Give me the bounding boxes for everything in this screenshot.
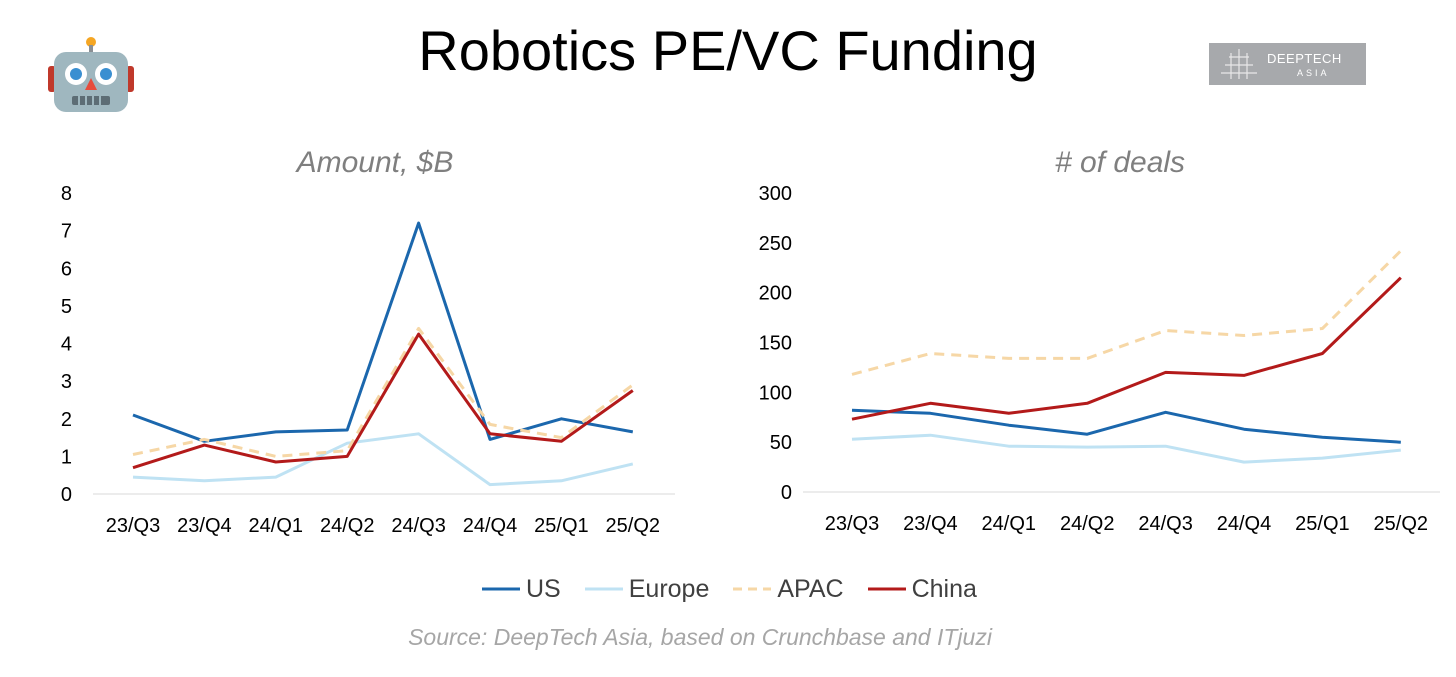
x-tick-label: 24/Q4 [463,515,517,537]
x-tick-label: 24/Q3 [1138,513,1192,535]
x-tick-label: 24/Q3 [391,515,445,537]
series-line-apac [132,326,634,458]
x-tick-label: 25/Q1 [1295,513,1349,535]
series-line-us [851,408,1401,444]
legend-swatch [482,587,520,591]
series-line-europe [132,432,634,487]
series-line-europe [851,433,1401,464]
legend-label: US [526,574,561,603]
robot-icon [48,37,134,112]
y-tick-label: 5 [61,296,72,318]
x-tick-label: 25/Q2 [606,515,660,537]
series-line-china [132,332,634,470]
deeptech-asia-logo: DEEPTECH ASIA [1209,43,1366,85]
logo-text: DEEPTECH [1267,51,1342,66]
x-tick-label: 23/Q4 [177,515,231,537]
chart-deals: # of deals 0 50 100 150 200 250 300 23/Q3 23/Q4 24… [759,146,1440,535]
chart-amount: Amount, $B 0 1 2 3 4 5 6 7 8 23/Q3 23/Q4 24/Q1 24/Q2 2… [61,146,675,537]
legend-item-apac: APAC [731,574,844,604]
chart-title: Amount, $B [295,146,454,179]
x-tick-label: 24/Q2 [320,515,374,537]
series-line-us [132,221,634,443]
legend-item-us: US [480,575,561,604]
y-tick-label: 50 [770,432,792,454]
x-tick-label: 24/Q2 [1060,513,1114,535]
legend-swatch [733,587,772,591]
x-tick-label: 23/Q3 [825,513,879,535]
page-title: Robotics PE/VC Funding [418,19,1038,82]
y-tick-label: 100 [759,382,792,404]
x-tick-label: 24/Q1 [249,515,303,537]
legend-swatch [584,587,623,591]
y-tick-label: 7 [61,221,72,243]
legend-item-europe: Europe [583,574,710,604]
legend-label: Europe [628,574,710,603]
x-tick-label: 25/Q2 [1374,513,1428,535]
y-tick-label: 250 [759,233,792,255]
chart-title: # of deals [1055,146,1185,179]
logo-subtext: ASIA [1297,68,1330,78]
y-tick-label: 6 [61,258,72,280]
x-tick-label: 24/Q4 [1217,513,1271,535]
y-tick-label: 300 [759,183,792,205]
y-tick-label: 3 [61,371,72,393]
y-tick-label: 1 [61,446,72,468]
logo-mark-icon [1221,49,1257,79]
series-line-apac [851,249,1402,376]
x-tick-label: 25/Q1 [534,515,588,537]
series-line-china [851,276,1402,421]
legend-label: China [911,574,977,603]
legend-item-china: China [866,575,977,604]
y-tick-label: 2 [61,409,72,431]
y-tick-label: 200 [759,283,792,305]
y-tick-label: 4 [61,334,72,356]
y-tick-label: 150 [759,333,792,355]
y-tick-label: 0 [61,484,72,506]
x-tick-label: 23/Q3 [106,515,160,537]
y-tick-label: 0 [781,482,792,504]
legend-swatch [867,587,906,591]
legend-label: APAC [777,574,844,603]
x-tick-label: 23/Q4 [903,513,957,535]
x-tick-label: 24/Q1 [982,513,1036,535]
legend: US Europe APAC China [480,574,999,604]
source-note: Source: DeepTech Asia, based on Crunchba… [408,624,992,650]
y-tick-label: 8 [61,183,72,205]
